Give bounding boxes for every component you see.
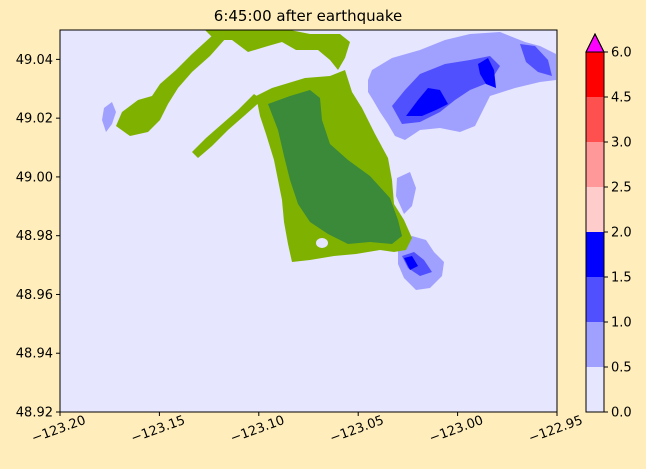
wave-height-band-high	[404, 58, 496, 270]
colorbar-tick-label: 2.5	[611, 181, 632, 196]
wave-zone-west	[102, 102, 116, 132]
land-north-strip	[205, 30, 350, 70]
land-west-spit	[116, 34, 226, 136]
colorbar-tick-label: 0.5	[611, 361, 632, 376]
colorbar-segment	[586, 142, 604, 187]
y-tick-label: 49.04	[16, 53, 53, 68]
colorbar-segment	[586, 367, 604, 412]
y-tick-label: 49.02	[16, 112, 53, 127]
colorbar-tick-label: 1.0	[611, 316, 632, 331]
colorbar-tick-label: 1.5	[611, 271, 632, 286]
colorbar-tick-label: 6.0	[611, 46, 632, 61]
wave-zone-high-south	[404, 256, 418, 270]
colorbar-segment	[586, 187, 604, 232]
land-dark	[268, 90, 402, 244]
colorbar-frame	[585, 32, 605, 413]
y-tick-label: 49.00	[16, 170, 53, 185]
colorbar-segment	[586, 322, 604, 367]
colorbar: 0.0 0.5 1.0 1.5 2.0 2.5 3.0 4.5 6.0	[585, 32, 632, 421]
y-axis: 48.92 48.94 48.96 48.98 49.00 49.02 49.04	[16, 53, 60, 421]
y-tick-label: 48.94	[16, 347, 53, 362]
wave-zone-high-north	[406, 88, 448, 116]
y-tick-label: 48.92	[16, 406, 53, 421]
colorbar-tick-label: 0.0	[611, 406, 632, 421]
colorbar-tick-label: 3.0	[611, 136, 632, 151]
land-peninsula-interior	[268, 90, 402, 244]
map-area	[59, 29, 558, 413]
colorbar-segment	[586, 97, 604, 142]
wave-zone-mid-north-tip	[520, 44, 552, 76]
wave-zone-high-ne	[478, 58, 496, 88]
y-tick-label: 48.98	[16, 229, 53, 244]
inland-lake	[316, 238, 328, 248]
colorbar-segment	[586, 277, 604, 322]
colorbar-tick-label: 4.5	[611, 91, 632, 106]
colorbar-segment	[586, 52, 604, 97]
wave-zone-coast	[396, 172, 416, 214]
colorbar-segment	[586, 232, 604, 277]
plot-frame	[59, 29, 558, 413]
y-tick-label: 48.96	[16, 288, 53, 303]
land-southwest-spit	[192, 94, 262, 158]
chart-title: 6:45:00 after earthquake	[214, 7, 402, 25]
colorbar-tick-label: 2.0	[611, 226, 632, 241]
